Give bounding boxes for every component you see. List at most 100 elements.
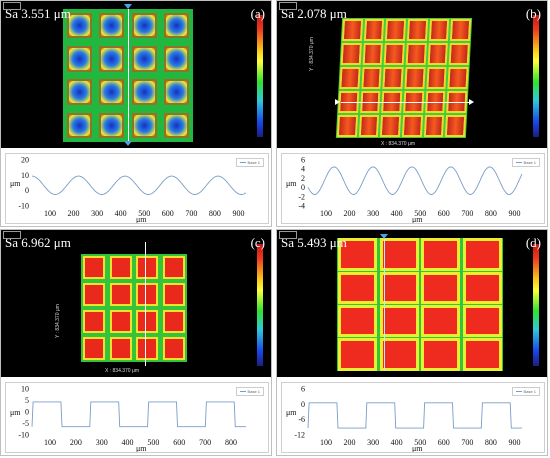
pillar-cell (465, 241, 499, 268)
x-tick-label: 700 (461, 209, 473, 218)
profile-curve (31, 401, 246, 428)
pillar-cell (111, 312, 130, 331)
pillar-cell (386, 45, 403, 63)
pillar-cell (429, 45, 446, 63)
profile-svg-d: 6 0 -6 -12 μm 100 200 300 400 500 600 700 800 900 μm (286, 385, 522, 452)
pillar-cell (447, 117, 464, 135)
panel-d: Sa 5.493 μm (d) 6 0 -6 -12 μm 100 200 300 400 500… (276, 229, 548, 456)
pit-cell (101, 14, 123, 37)
y-tick-label: 20 (21, 156, 29, 165)
legend-b: Base 1 (511, 158, 540, 167)
pit-cell (133, 14, 155, 37)
height-colorbar-a (257, 15, 263, 137)
y-axis-label: μm (10, 179, 21, 188)
height-map-view-c[interactable]: Sa 6.962 μm (c) X : 834.370 μm Y : 834.3… (1, 230, 271, 377)
x-tick-label: 500 (414, 438, 426, 447)
profile-marker-left-b[interactable] (335, 99, 340, 105)
instrument-logo (3, 2, 21, 10)
panel-c: Sa 6.962 μm (c) X : 834.370 μm Y : 834.3… (0, 229, 272, 456)
x-tick-label: 300 (367, 209, 379, 218)
x-tick-label: 900 (508, 438, 520, 447)
profile-chart-b: 6 4 2 0 -2 -4 μm 100 200 300 400 500 600 700 800 900 μm … (281, 153, 545, 224)
height-colorbar-b (533, 15, 539, 137)
y-tick-label: 5 (25, 396, 29, 405)
pillar-cell (409, 21, 426, 39)
profile-curve (307, 402, 522, 429)
x-tick-label: 600 (438, 438, 450, 447)
pillar-cell (339, 117, 356, 135)
pillar-cell (164, 339, 183, 358)
profile-marker-top-d[interactable] (380, 234, 388, 239)
y-axis-label: μm (286, 179, 297, 188)
pillar-cell (451, 45, 468, 63)
pillar-cell (465, 307, 499, 335)
pillar-cell (382, 241, 416, 268)
x-tick-label: 200 (344, 438, 356, 447)
x-tick-label: 400 (115, 209, 127, 218)
panel-b: Sa 2.078 μm (b) X : 834.370 μm Y : 834.3… (276, 0, 548, 227)
x-tick-label: 200 (344, 209, 356, 218)
pillar-cell (424, 241, 458, 268)
profile-chart-a: 20 10 0 -10 μm 100 200 300 400 500 600 700 800 900 μm … (5, 153, 269, 224)
y-tick-label: 0 (25, 408, 29, 417)
panel-label-a: (a) (250, 6, 265, 21)
y-tick-label: 0 (301, 183, 305, 192)
x-tick-label: 300 (91, 209, 103, 218)
pillar-cell (406, 69, 424, 87)
x-tick-label: 100 (44, 209, 56, 218)
pillar-cell (85, 339, 104, 358)
x-tick-label: 300 (367, 438, 379, 447)
y-tick-label: 2 (301, 174, 305, 183)
profile-line-a[interactable] (128, 9, 129, 142)
height-map-view-d[interactable]: Sa 5.493 μm (d) (277, 230, 547, 377)
pillar-cell (384, 69, 402, 87)
y-axis-label: μm (286, 408, 297, 417)
profile-chart-c: 10 5 0 -5 -10 μm 100 200 300 400 500 600 700 800 μm Ba… (5, 382, 269, 453)
pillar-cell (404, 117, 421, 135)
pit-cell (166, 48, 188, 70)
profile-line-b[interactable] (341, 102, 469, 103)
profile-marker-bottom-a[interactable] (124, 141, 132, 146)
pillar-cell (111, 339, 130, 358)
panel-label-b: (b) (525, 6, 541, 21)
x-tick-label: 700 (185, 209, 197, 218)
pit-cell (68, 114, 90, 136)
sa-value-c: Sa 6.962 μm (5, 235, 71, 250)
x-tick-label: 600 (162, 209, 174, 218)
pillar-cell (85, 285, 104, 304)
x-tick-label: 500 (138, 209, 150, 218)
profile-marker-right-b[interactable] (469, 99, 474, 105)
panel-a: Sa 3.551 μm (a) 20 10 0 -10 μm 100 200 300 400 50… (0, 0, 272, 227)
pillar-cell (363, 69, 380, 87)
y-tick-label: -4 (298, 202, 305, 211)
profile-line-d[interactable] (384, 238, 385, 371)
pillar-cell (138, 339, 157, 358)
pillar-cell (428, 69, 445, 87)
pillar-cell (85, 258, 104, 277)
x-tick-label: 200 (68, 209, 80, 218)
x-tick-label: 500 (414, 209, 426, 218)
x-tick-label: 300 (96, 438, 108, 447)
x-tick-label: 800 (485, 209, 497, 218)
pillar-cell (382, 307, 416, 335)
surface-map-b (335, 18, 473, 138)
panel-label-c: (c) (250, 235, 265, 250)
profile-marker-top-a[interactable] (124, 4, 132, 9)
x-tick-label: 700 (461, 438, 473, 447)
profile-curve (307, 166, 523, 195)
y-axis-label: μm (10, 408, 21, 417)
pillar-cell (382, 274, 416, 302)
profile-line-c[interactable] (145, 242, 146, 366)
legend-a: Base 1 (235, 158, 264, 167)
x-tick-label: 800 (225, 438, 237, 447)
pillar-cell (382, 117, 399, 135)
x-axis-label: μm (136, 215, 147, 223)
instrument-logo (3, 231, 21, 239)
legend-c: Base 1 (235, 387, 264, 396)
height-map-view-a[interactable]: Sa 3.551 μm (a) (1, 1, 271, 148)
pillar-cell (424, 307, 458, 335)
instrument-logo (279, 231, 297, 239)
height-map-view-b[interactable]: Sa 2.078 μm (b) X : 834.370 μm Y : 834.3… (277, 1, 547, 148)
x-tick-label: 900 (508, 209, 520, 218)
pillar-cell (430, 21, 448, 39)
